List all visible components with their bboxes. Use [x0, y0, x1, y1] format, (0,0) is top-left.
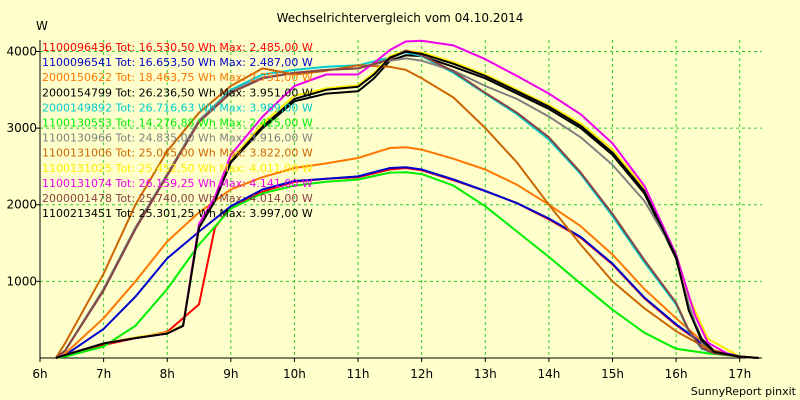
legend-entry: 2000150622 Tot: 18.463,75 Wh Max: 2.751,…: [42, 71, 313, 84]
legend: 1100096436 Tot: 16.530,50 Wh Max: 2.485,…: [42, 41, 313, 220]
x-tick-label: 10h: [283, 367, 306, 381]
x-tick-label: 6h: [32, 367, 47, 381]
legend-entry: 2000001478 Tot: 25.740,00 Wh Max: 4.014,…: [42, 192, 313, 205]
y-tick-label: 1000: [6, 274, 37, 288]
legend-entry: 2000149892 Tot: 26.716,63 Wh Max: 3.989,…: [42, 101, 313, 114]
legend-entry: 1100131074 Tot: 26.159,25 Wh Max: 4.141,…: [42, 177, 313, 190]
legend-entry: 1100131025 Tot: 25.452,50 Wh Max: 4.011,…: [42, 162, 313, 175]
x-tick-label: 16h: [665, 367, 688, 381]
chart-title: Wechselrichtervergleich vom 04.10.2014: [277, 11, 524, 25]
series-line-6: [55, 171, 759, 359]
legend-entry: 2000154799 Tot: 26.236,50 Wh Max: 3.951,…: [42, 86, 313, 99]
axes: 6h 7h 8h 9h 10h 11h 12h 13h 14h 15h 16h 17h 1000 2000…: [6, 40, 762, 381]
x-tick-label: 14h: [537, 367, 560, 381]
series-group: [55, 39, 759, 359]
x-tick-label: 17h: [728, 367, 751, 381]
footer-credit: SunnyReport pinxit: [691, 385, 797, 398]
series-line-12: [55, 50, 759, 359]
x-tick-label: 15h: [601, 367, 624, 381]
y-tick-label: 3000: [6, 121, 37, 135]
legend-entry: 1100130553 Tot: 14.276,88 Wh Max: 2.425,…: [42, 117, 313, 130]
legend-entry: 1100096541 Tot: 16.653,50 Wh Max: 2.487,…: [42, 56, 313, 69]
series-line-8: [55, 64, 759, 359]
y-tick-label: 4000: [6, 44, 37, 58]
series-line-2: [55, 166, 759, 359]
series-line-11: [55, 49, 759, 359]
x-tick-label: 13h: [474, 367, 497, 381]
legend-entry: 1100213451 Tot: 25.301,25 Wh Max: 3.997,…: [42, 207, 313, 220]
x-tick-label: 7h: [96, 367, 111, 381]
legend-entry: 1100130966 Tot: 24.835,00 Wh Max: 3.916,…: [42, 132, 313, 145]
x-tick-label: 11h: [347, 367, 370, 381]
legend-entry: 1100131006 Tot: 25.045,00 Wh Max: 3.822,…: [42, 147, 313, 160]
y-tick-label: 2000: [6, 198, 37, 212]
x-tick-label: 9h: [223, 367, 238, 381]
x-tick-label: 8h: [160, 367, 175, 381]
legend-entry: 1100096436 Tot: 16.530,50 Wh Max: 2.485,…: [42, 41, 313, 54]
x-tick-label: 12h: [410, 367, 433, 381]
y-axis-label: W: [36, 19, 48, 33]
